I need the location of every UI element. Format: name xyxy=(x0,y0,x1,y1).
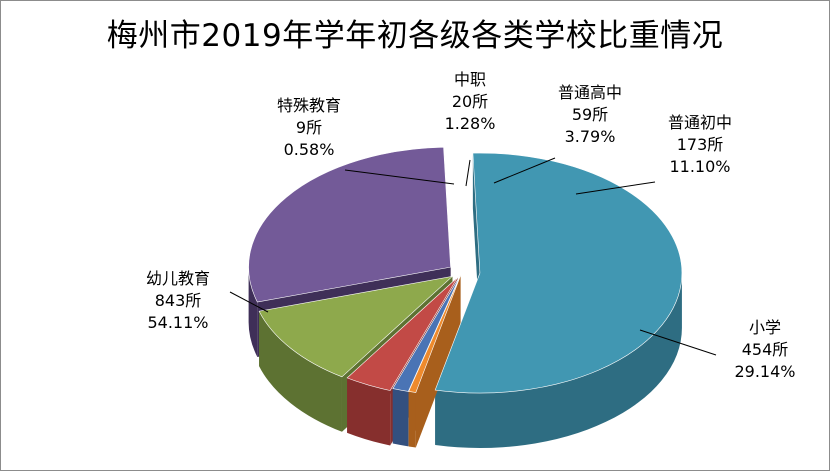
slice-label-2-name: 中职 xyxy=(454,70,486,89)
slice-label-3-count: 59所 xyxy=(572,105,608,124)
slice-label-3-name: 普通高中 xyxy=(558,83,622,102)
slice-label-4-name: 普通初中 xyxy=(668,113,732,132)
leader-line-5 xyxy=(639,329,717,356)
slice-label-4-percent: 11.10% xyxy=(669,157,730,176)
pie-slice-side-5 xyxy=(248,267,258,358)
pie-slice-3 xyxy=(346,277,458,391)
slice-label-5-name: 小学 xyxy=(749,318,781,337)
slice-label-0-name: 幼儿教育 xyxy=(146,269,210,288)
slice-label-4-count: 173所 xyxy=(677,135,724,154)
leader-line-3 xyxy=(493,157,556,184)
slice-label-5-percent: 29.14% xyxy=(734,362,795,381)
slice-label-0-percent: 54.11% xyxy=(147,313,208,332)
slice-label-1-name: 特殊教育 xyxy=(277,96,341,115)
chart-title: 梅州市2019年学年初各级各类学校比重情况 xyxy=(106,18,724,54)
leader-line-1 xyxy=(344,169,455,185)
slice-label-1-count: 9所 xyxy=(296,118,322,137)
pie-cut-face-1-1 xyxy=(408,275,461,447)
pie-slice-1 xyxy=(408,275,461,393)
pie-slice-0 xyxy=(434,152,683,394)
pie-slice-2 xyxy=(392,275,461,392)
leader-line-0 xyxy=(229,291,269,313)
pie-slice-4 xyxy=(258,275,454,378)
pie-tops xyxy=(248,146,683,394)
pie-slice-side-3 xyxy=(347,377,391,446)
slice-label-5-count: 454所 xyxy=(742,340,789,359)
slice-label-3-percent: 3.79% xyxy=(565,127,616,146)
slice-label-0-count: 843所 xyxy=(155,291,202,310)
slice-label-2-count: 20所 xyxy=(452,92,488,111)
pie-labels: 幼儿教育 843所 54.11% 特殊教育 9所 0.58% 中职 20所 1.28% 普通高中 5… xyxy=(146,70,796,381)
slice-label-2-percent: 1.28% xyxy=(445,114,496,133)
pie-slice-side-4 xyxy=(259,311,342,432)
slice-label-1-percent: 0.58% xyxy=(284,140,335,159)
pie-slice-side-2 xyxy=(392,388,409,447)
leader-line-4 xyxy=(575,181,656,195)
leader-line-2 xyxy=(465,159,471,187)
pie-slice-side-0 xyxy=(435,273,682,449)
pie-slice-5 xyxy=(248,146,451,303)
pie-slice-side-1 xyxy=(408,391,416,448)
